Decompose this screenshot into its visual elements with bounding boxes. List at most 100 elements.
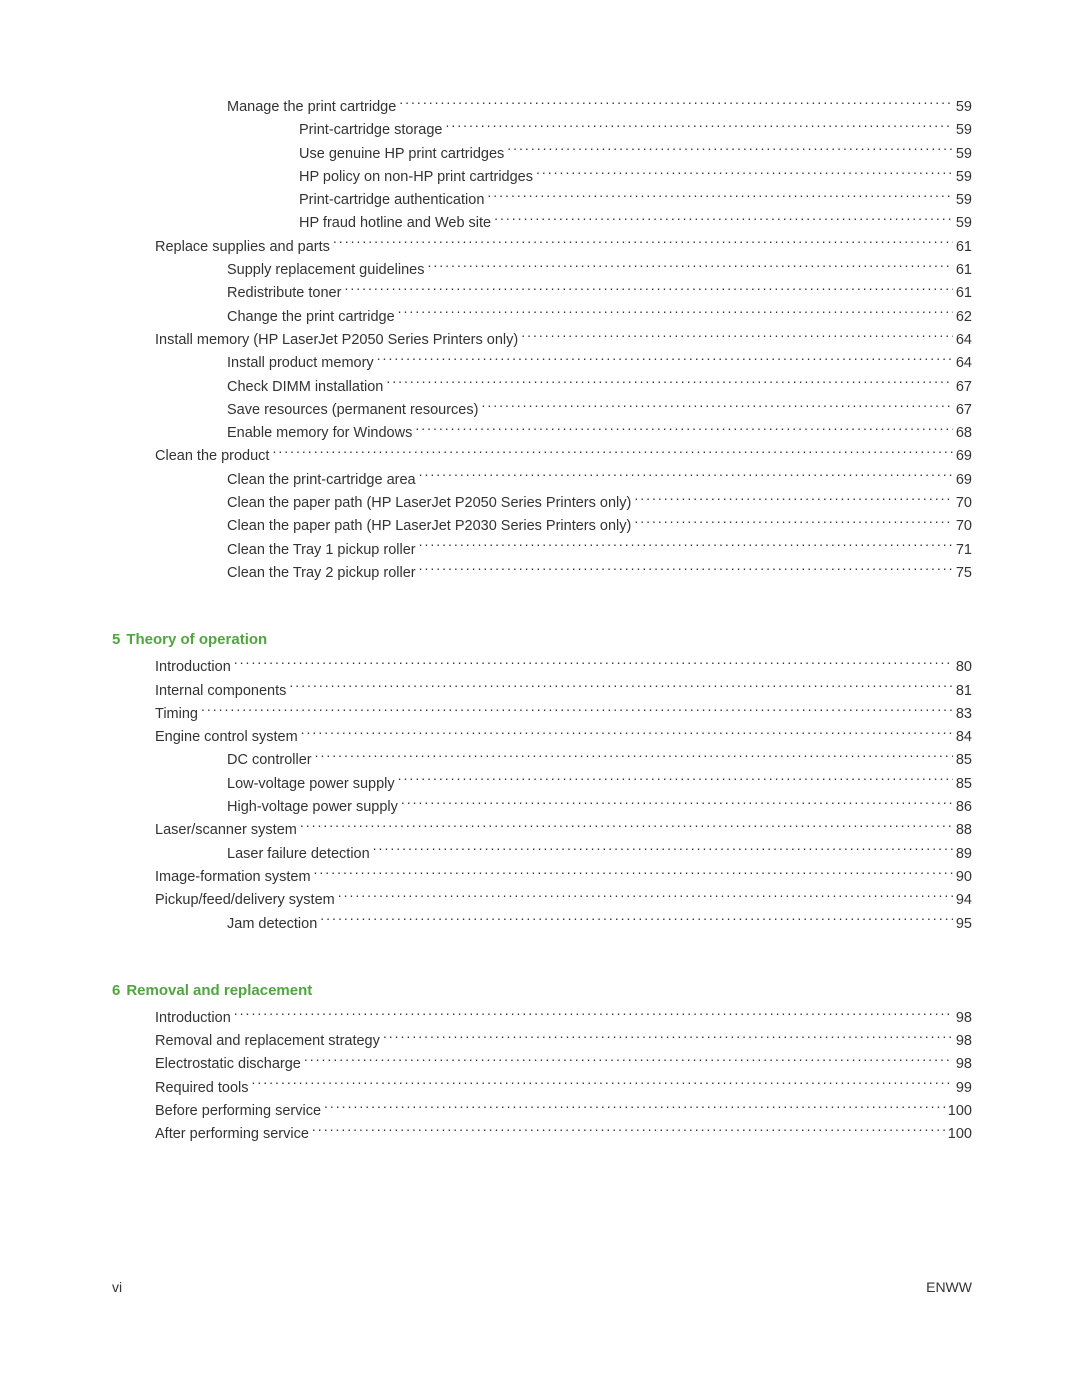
toc-entry[interactable]: Before performing service 100 xyxy=(112,1100,972,1123)
toc-entry-page: 98 xyxy=(956,1007,972,1030)
toc-entry[interactable]: High-voltage power supply 86 xyxy=(112,796,972,819)
toc-entry-page: 90 xyxy=(956,866,972,889)
toc-entry[interactable]: Clean the print-cartridge area 69 xyxy=(112,469,972,492)
toc-leader-dots xyxy=(521,329,953,344)
toc-entry-label: Internal components xyxy=(155,680,286,703)
page-footer: vi ENWW xyxy=(112,1279,972,1295)
toc-leader-dots xyxy=(419,562,953,577)
toc-entry-page: 86 xyxy=(956,796,972,819)
toc-entry-page: 59 xyxy=(956,166,972,189)
toc-leader-dots xyxy=(201,703,953,718)
toc-entry-page: 61 xyxy=(956,236,972,259)
toc-leader-dots xyxy=(419,539,953,554)
toc-entry[interactable]: Image-formation system 90 xyxy=(112,866,972,889)
toc-leader-dots xyxy=(272,446,952,461)
toc-entry-label: Manage the print cartridge xyxy=(227,96,396,119)
toc-entry-label: Install memory (HP LaserJet P2050 Series… xyxy=(155,329,518,352)
toc-entry-page: 61 xyxy=(956,282,972,305)
toc-leader-dots xyxy=(338,890,953,905)
toc-leader-dots xyxy=(415,423,953,438)
toc-leader-dots xyxy=(252,1077,953,1092)
toc-entry[interactable]: Check DIMM installation 67 xyxy=(112,376,972,399)
toc-entry-label: Install product memory xyxy=(227,352,374,375)
toc-entry-page: 75 xyxy=(956,562,972,585)
toc-leader-dots xyxy=(494,213,953,228)
toc-entry-label: Replace supplies and parts xyxy=(155,236,330,259)
toc-entry-label: Clean the paper path (HP LaserJet P2030 … xyxy=(227,515,631,538)
toc-entry[interactable]: Enable memory for Windows 68 xyxy=(112,422,972,445)
toc-leader-dots xyxy=(536,166,953,181)
toc-entry[interactable]: Timing 83 xyxy=(112,703,972,726)
toc-entry[interactable]: HP fraud hotline and Web site 59 xyxy=(112,212,972,235)
toc-entry[interactable]: Removal and replacement strategy 98 xyxy=(112,1030,972,1053)
toc-entry[interactable]: Replace supplies and parts 61 xyxy=(112,236,972,259)
toc-entry[interactable]: Clean the Tray 2 pickup roller 75 xyxy=(112,562,972,585)
toc-entry-label: Engine control system xyxy=(155,726,298,749)
toc-entry-page: 100 xyxy=(948,1100,972,1123)
toc-entry[interactable]: Internal components 81 xyxy=(112,680,972,703)
toc-entry[interactable]: After performing service 100 xyxy=(112,1123,972,1146)
toc-leader-dots xyxy=(234,1007,953,1022)
toc-entry-label: Removal and replacement strategy xyxy=(155,1030,380,1053)
toc-entry-page: 98 xyxy=(956,1053,972,1076)
toc-entry[interactable]: Laser/scanner system 88 xyxy=(112,819,972,842)
toc-leader-dots xyxy=(301,727,953,742)
toc-entry-page: 83 xyxy=(956,703,972,726)
chapter-heading: 5Theory of operation xyxy=(112,631,972,648)
toc-leader-dots xyxy=(289,680,952,695)
toc-leader-dots xyxy=(383,1031,953,1046)
toc-entry[interactable]: Laser failure detection 89 xyxy=(112,843,972,866)
toc-entry-label: HP policy on non-HP print cartridges xyxy=(299,166,533,189)
toc-entry[interactable]: Install memory (HP LaserJet P2050 Series… xyxy=(112,329,972,352)
toc-entry-page: 95 xyxy=(956,913,972,936)
toc-leader-dots xyxy=(300,820,953,835)
toc-entry-label: High-voltage power supply xyxy=(227,796,398,819)
toc-entry[interactable]: Clean the product 69 xyxy=(112,445,972,468)
toc-entry-page: 71 xyxy=(956,539,972,562)
toc-entry-label: Clean the Tray 1 pickup roller xyxy=(227,539,416,562)
toc-entry[interactable]: Save resources (permanent resources) 67 xyxy=(112,399,972,422)
toc-entry-label: Print-cartridge storage xyxy=(299,119,442,142)
toc-entry-label: Print-cartridge authentication xyxy=(299,189,484,212)
toc-leader-dots xyxy=(634,493,953,508)
toc-entry[interactable]: Clean the paper path (HP LaserJet P2030 … xyxy=(112,515,972,538)
toc-entry-page: 61 xyxy=(956,259,972,282)
toc-entry-label: Electrostatic discharge xyxy=(155,1053,301,1076)
toc-entry-page: 68 xyxy=(956,422,972,445)
toc-entry-page: 88 xyxy=(956,819,972,842)
toc-entry[interactable]: Introduction 98 xyxy=(112,1007,972,1030)
toc-entry[interactable]: Low-voltage power supply 85 xyxy=(112,773,972,796)
toc-entry[interactable]: DC controller 85 xyxy=(112,749,972,772)
toc-entry[interactable]: Clean the Tray 1 pickup roller 71 xyxy=(112,539,972,562)
toc-entry[interactable]: Print-cartridge storage 59 xyxy=(112,119,972,142)
toc-entry[interactable]: Electrostatic discharge 98 xyxy=(112,1053,972,1076)
toc-entry[interactable]: Manage the print cartridge 59 xyxy=(112,96,972,119)
toc-entry[interactable]: Supply replacement guidelines 61 xyxy=(112,259,972,282)
toc-entry-page: 94 xyxy=(956,889,972,912)
toc-leader-dots xyxy=(324,1100,945,1115)
toc-entry[interactable]: Pickup/feed/delivery system 94 xyxy=(112,889,972,912)
toc-leader-dots xyxy=(234,657,953,672)
toc-leader-dots xyxy=(320,913,953,928)
toc-section: 5Theory of operation Introduction 80Inter… xyxy=(112,631,972,936)
toc-entry[interactable]: Install product memory 64 xyxy=(112,352,972,375)
toc-entry[interactable]: Clean the paper path (HP LaserJet P2050 … xyxy=(112,492,972,515)
toc-entry[interactable]: Engine control system 84 xyxy=(112,726,972,749)
toc-entry[interactable]: Required tools 99 xyxy=(112,1077,972,1100)
toc-entry[interactable]: Jam detection 95 xyxy=(112,913,972,936)
chapter-title: Removal and replacement xyxy=(126,982,312,999)
toc-entry[interactable]: Change the print cartridge 62 xyxy=(112,306,972,329)
toc-leader-dots xyxy=(481,399,952,414)
chapter-number: 5 xyxy=(112,631,120,648)
toc-entry-page: 70 xyxy=(956,515,972,538)
toc-leader-dots xyxy=(333,236,953,251)
toc-entry[interactable]: Print-cartridge authentication 59 xyxy=(112,189,972,212)
toc-section: Manage the print cartridge 59Print-cartr… xyxy=(112,96,972,585)
toc-entry[interactable]: Introduction 80 xyxy=(112,656,972,679)
toc-entry-page: 99 xyxy=(956,1077,972,1100)
toc-entry[interactable]: Redistribute toner 61 xyxy=(112,282,972,305)
toc-entry-label: HP fraud hotline and Web site xyxy=(299,212,491,235)
toc-entry[interactable]: HP policy on non-HP print cartridges 59 xyxy=(112,166,972,189)
toc-entry[interactable]: Use genuine HP print cartridges 59 xyxy=(112,143,972,166)
toc-entry-page: 80 xyxy=(956,656,972,679)
